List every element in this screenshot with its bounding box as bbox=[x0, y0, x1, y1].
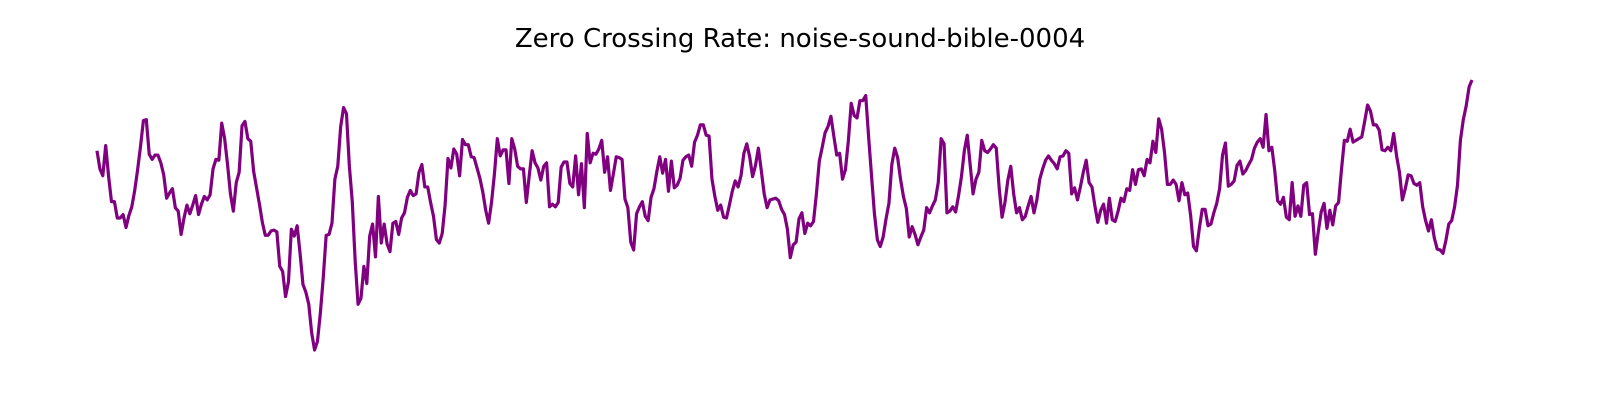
chart-title: Zero Crossing Rate: noise-sound-bible-00… bbox=[514, 24, 1086, 54]
plot-area bbox=[95, 79, 1474, 352]
series-line-0 bbox=[95, 79, 1474, 352]
